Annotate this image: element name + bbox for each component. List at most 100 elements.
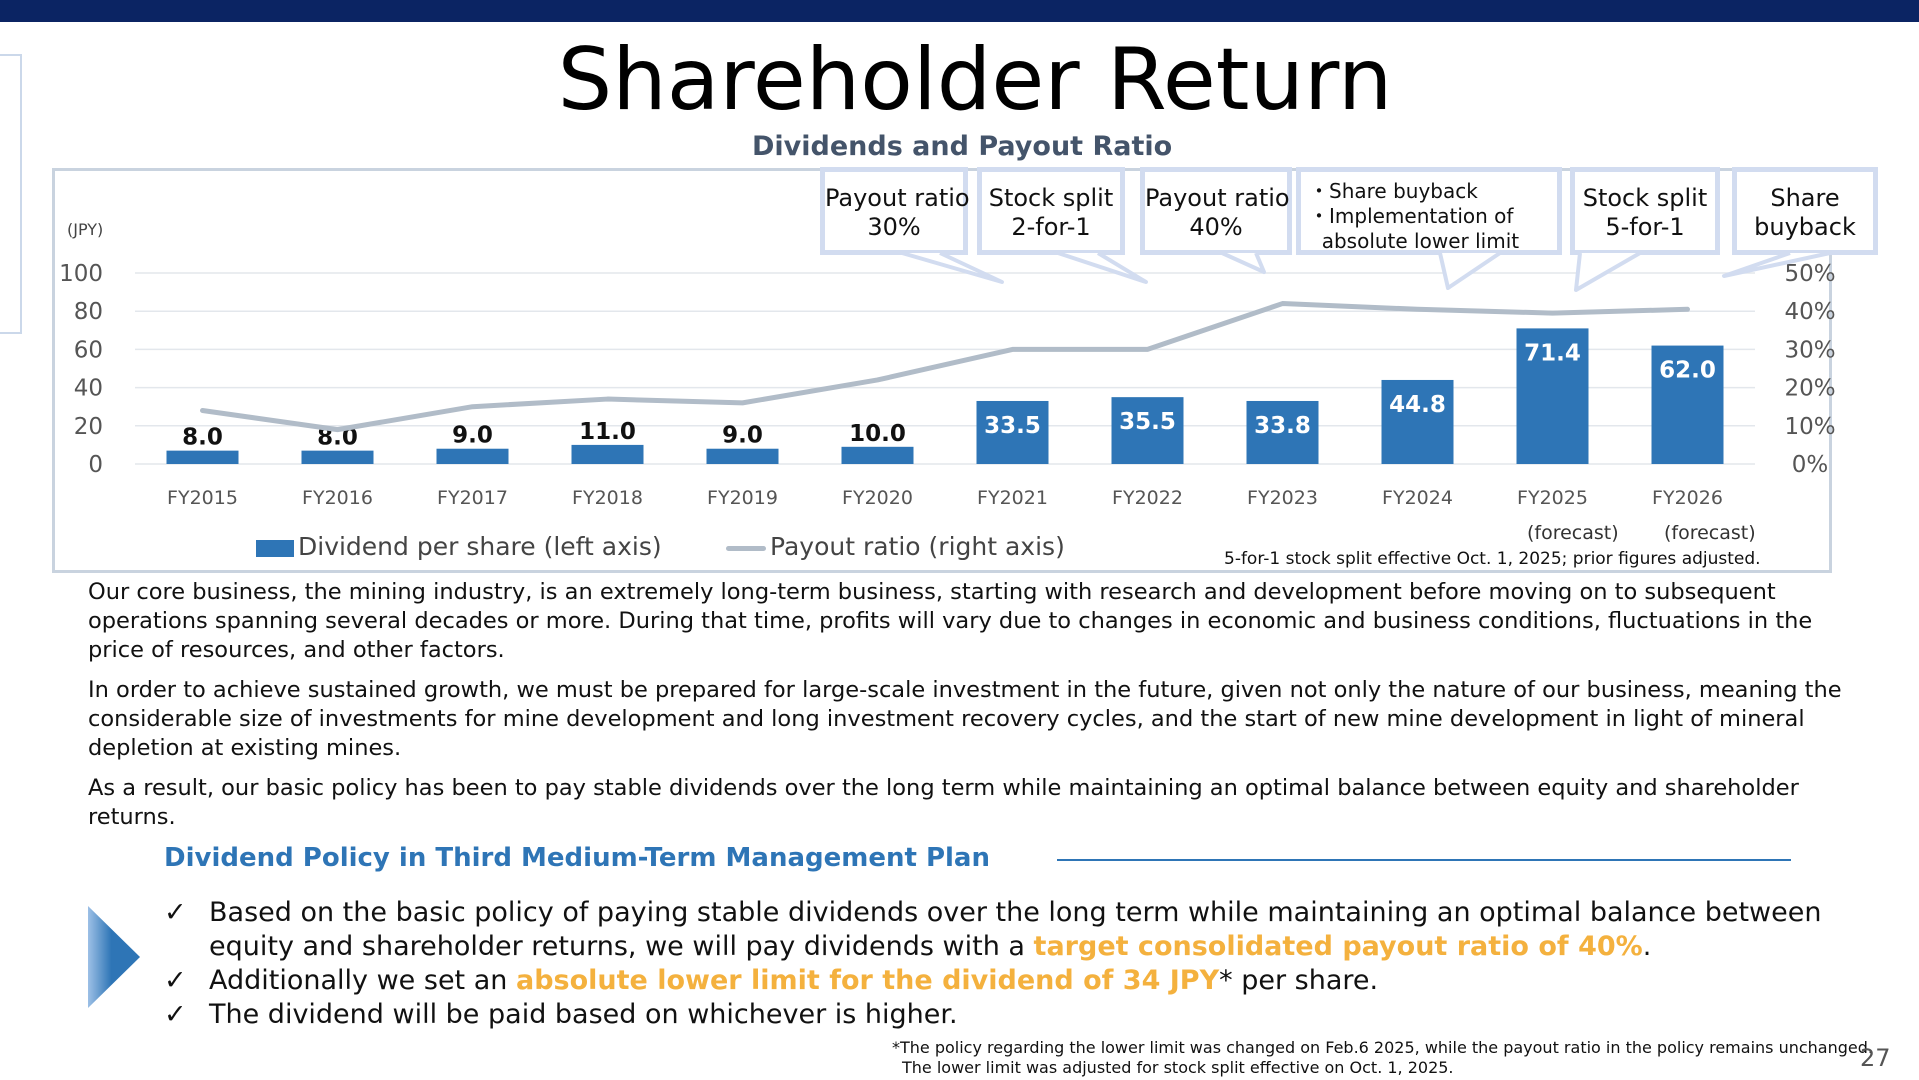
bar: [166, 450, 239, 464]
y-left-tick-label: 20: [74, 414, 103, 440]
callout-line: Share: [1770, 184, 1840, 212]
x-tick-label: FY2024: [1382, 487, 1453, 509]
check-icon: ✓: [164, 965, 187, 996]
bullet-text: The dividend will be paid based on which…: [209, 999, 958, 1030]
legend-bar-swatch: [256, 540, 294, 557]
x-tick-label: FY2015: [167, 487, 238, 509]
payout-ratio-line: [200, 301, 1690, 433]
x-tick-label: FY2026: [1652, 487, 1723, 509]
bar: [301, 450, 374, 464]
callout-share-buyback: Share buyback: [1732, 167, 1878, 255]
y-left-tick-label: 80: [74, 299, 103, 325]
forecast-label-fy2025: (forecast): [1527, 522, 1619, 544]
chart-footnote: 5-for-1 stock split effective Oct. 1, 20…: [1224, 549, 1761, 569]
chevron-right-icon: [88, 906, 140, 1008]
bar: [1111, 397, 1184, 464]
highlight-lower-limit: absolute lower limit for the dividend of…: [515, 965, 1220, 996]
callout-line: ・Implementation of: [1309, 204, 1514, 228]
policy-bullet-1: ✓ Based on the basic policy of paying st…: [164, 896, 1864, 964]
callout-line: ・Share buyback: [1309, 179, 1478, 203]
bar: [1381, 379, 1454, 464]
callout-line: 40%: [1189, 213, 1243, 241]
policy-footnote-line-2: The lower limit was adjusted for stock s…: [902, 1058, 1454, 1077]
callout-line: Stock split: [988, 184, 1114, 212]
x-tick-label: FY2017: [437, 487, 508, 509]
bullet-text-end: .: [1642, 931, 1652, 962]
y-left-tick-label: 100: [59, 261, 103, 287]
legend-line-label: Payout ratio (right axis): [770, 532, 1065, 561]
policy-bullet-2: ✓ Additionally we set an absolute lower …: [164, 964, 1864, 998]
bar-value-label: 9.0: [452, 423, 493, 449]
body-paragraph-2: In order to achieve sustained growth, we…: [88, 677, 1842, 761]
x-tick-label: FY2022: [1112, 487, 1183, 509]
bar: [571, 444, 644, 464]
header-bar: [0, 0, 1919, 22]
bar-value-label: 9.0: [722, 423, 763, 449]
bar: [706, 448, 779, 464]
bar-value-label: 11.0: [579, 419, 636, 445]
callout-payout-30: Payout ratio 30%: [820, 167, 970, 255]
chart-frame: 0 20 40 60 80 100 0% 10% 20% 30% 40% 50% (JPY) 8.0 FY2…: [52, 168, 1835, 573]
y-right-tick-label: 0%: [1792, 452, 1829, 478]
callout-split-2for1: Stock split 2-for-1: [977, 167, 1125, 255]
chart-title: Dividends and Payout Ratio: [752, 131, 1173, 162]
y-left-tick-label: 0: [88, 452, 103, 478]
page-number: 27: [1860, 1044, 1891, 1072]
x-tick-label: FY2020: [842, 487, 913, 509]
callout-line: 2-for-1: [1011, 213, 1091, 241]
dividend-chart: 0 20 40 60 80 100 0% 10% 20% 30% 40% 50% (JPY) 8.0 FY2…: [59, 220, 1835, 509]
y-left-tick-label: 40: [74, 376, 103, 402]
page-title: Shareholder Return: [557, 30, 1393, 130]
bar-value-label: 44.8: [1389, 392, 1446, 418]
callout-line: 30%: [867, 213, 921, 241]
x-tick-label: FY2019: [707, 487, 778, 509]
callout-split-5for1: Stock split 5-for-1: [1570, 167, 1720, 255]
forecast-label-fy2026: (forecast): [1664, 522, 1756, 544]
bar-value-label: 33.8: [1254, 413, 1311, 439]
bullet-text-end: * per share.: [1219, 965, 1379, 996]
body-paragraph-3: As a result, our basic policy has been t…: [88, 775, 1799, 830]
bar-value-label: 10.0: [849, 421, 906, 447]
y-right-tick-label: 50%: [1784, 261, 1835, 287]
bar-value-label: 35.5: [1119, 409, 1176, 435]
x-tick-label: FY2018: [572, 487, 643, 509]
legend-bar-label: Dividend per share (left axis): [298, 532, 662, 561]
callout-line: buyback: [1754, 213, 1856, 241]
bullet-text: Additionally we set an: [209, 965, 516, 996]
bar: [1246, 400, 1319, 464]
bar-value-label: 62.0: [1659, 358, 1716, 384]
check-icon: ✓: [164, 999, 187, 1030]
callout-payout-40: Payout ratio 40%: [1140, 167, 1292, 255]
check-icon: ✓: [164, 897, 187, 928]
callout-buyback-lower-limit: ・Share buyback ・Implementation of absolu…: [1296, 167, 1562, 255]
policy-footnote-line-1: *The policy regarding the lower limit wa…: [892, 1038, 1873, 1057]
side-frame: [0, 54, 22, 334]
y-right-tick-label: 40%: [1784, 299, 1835, 325]
bar: [841, 446, 914, 464]
callout-line: Payout ratio: [825, 184, 970, 212]
x-tick-label: FY2016: [302, 487, 373, 509]
bullet-text: Based on the basic policy of paying stab…: [209, 897, 1822, 962]
policy-divider: [1057, 859, 1791, 861]
policy-heading: Dividend Policy in Third Medium-Term Man…: [164, 843, 990, 873]
x-tick-label: FY2023: [1247, 487, 1318, 509]
y-right-tick-label: 30%: [1784, 337, 1835, 363]
bar-value-label: 71.4: [1524, 340, 1581, 366]
policy-footnote: *The policy regarding the lower limit wa…: [892, 1038, 1873, 1078]
y-left-unit-label: (JPY): [67, 220, 103, 239]
legend-line-swatch: [726, 546, 766, 551]
bar: [1516, 328, 1589, 464]
bar-value-label: 33.5: [984, 413, 1041, 439]
bar-value-label: 8.0: [182, 425, 223, 451]
bar: [1651, 345, 1724, 464]
highlight-payout-target: target consolidated payout ratio of 40%: [1033, 931, 1643, 962]
body-paragraph-1: Our core business, the mining industry, …: [88, 579, 1813, 663]
policy-bullet-3: ✓ The dividend will be paid based on whi…: [164, 998, 1864, 1032]
policy-bullets: ✓ Based on the basic policy of paying st…: [164, 896, 1864, 1032]
callout-line: absolute lower limit: [1309, 229, 1520, 253]
x-tick-label: FY2025: [1517, 487, 1588, 509]
y-right-tick-label: 20%: [1784, 376, 1835, 402]
callout-line: Stock split: [1582, 184, 1708, 212]
x-tick-label: FY2021: [977, 487, 1048, 509]
y-left-tick-label: 60: [74, 337, 103, 363]
